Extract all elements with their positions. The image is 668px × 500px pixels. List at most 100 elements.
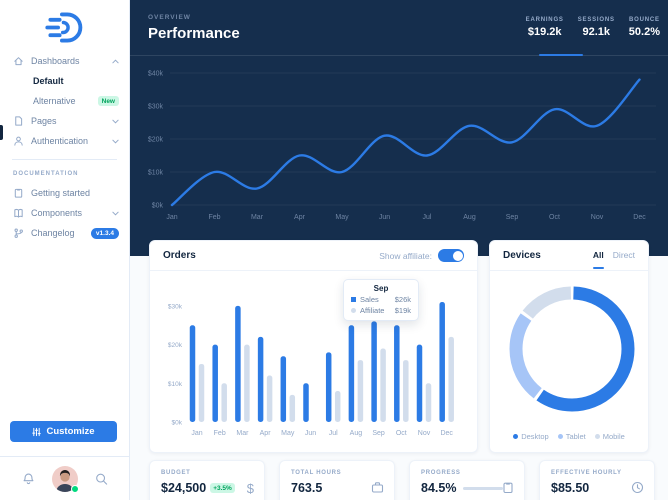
svg-text:Feb: Feb (214, 430, 226, 437)
customize-button[interactable]: Customize (10, 421, 117, 442)
tooltip-value: $19k (394, 306, 411, 315)
sales-swatch (351, 297, 356, 302)
online-status-dot (70, 484, 79, 493)
user-avatar[interactable] (51, 465, 79, 493)
performance-line-chart: $0k $10k $20k $30k $40k Jan Feb Mar Apr May Jun Jul… (148, 71, 656, 221)
search-icon[interactable] (95, 472, 108, 486)
svg-text:Jan: Jan (191, 430, 202, 437)
svg-text:$20k: $20k (168, 342, 183, 349)
svg-text:Apr: Apr (260, 430, 272, 437)
stat-tab-earnings[interactable]: EARNINGS $19.2k (526, 17, 564, 38)
sidebar-item-label: Default (33, 76, 64, 86)
devices-card-header: Devices All Direct (490, 241, 648, 271)
tab-direct[interactable]: Direct (612, 250, 635, 260)
briefcase-icon (371, 481, 384, 499)
svg-text:Jul: Jul (423, 214, 432, 221)
total-hours-card: TOTAL HOURS 763.5 (279, 460, 395, 500)
sidebar-item-label: Alternative (33, 96, 76, 106)
tooltip-row-affiliate: Affiliate $19k (351, 306, 411, 315)
user-icon (14, 136, 23, 146)
svg-text:Feb: Feb (208, 214, 220, 221)
svg-text:Dec: Dec (633, 214, 646, 221)
svg-text:$30k: $30k (168, 303, 183, 310)
clipboard-icon (14, 188, 23, 198)
svg-text:Mar: Mar (251, 214, 264, 221)
orders-title: Orders (163, 250, 196, 261)
page-title: Performance (148, 25, 240, 42)
sidebar-divider (12, 159, 117, 160)
svg-text:$30k: $30k (148, 104, 164, 111)
overview-label: OVERVIEW (148, 14, 191, 21)
sidebar-item-label: Dashboards (31, 56, 80, 66)
panel-header: OVERVIEW Performance EARNINGS $19.2k SES… (130, 0, 668, 56)
svg-text:$20k: $20k (148, 137, 164, 144)
budget-change-badge: +3.5% (210, 483, 235, 493)
active-nav-indicator (0, 125, 3, 140)
stat-value: 50.2% (628, 26, 660, 38)
main-content: OVERVIEW Performance EARNINGS $19.2k SES… (130, 0, 668, 500)
svg-text:Nov: Nov (591, 214, 604, 221)
legend-mobile: Mobile (594, 432, 625, 441)
kpi-label: BUDGET (161, 470, 191, 476)
tab-all[interactable]: All (592, 250, 604, 269)
svg-text:Jul: Jul (329, 430, 338, 437)
chevron-down-icon (112, 139, 119, 144)
sidebar-footer (0, 456, 130, 500)
svg-text:Jun: Jun (305, 430, 316, 437)
legend-tablet: Tablet (557, 432, 586, 441)
stat-label: EARNINGS (525, 17, 564, 23)
svg-text:Jan: Jan (166, 214, 177, 221)
stat-label: SESSIONS (577, 17, 615, 23)
svg-text:Nov: Nov (418, 430, 431, 437)
stat-value: $19.2k (527, 26, 562, 38)
kpi-value: 84.5% (421, 481, 457, 495)
customize-label: Customize (46, 426, 95, 437)
sidebar-item-getting-started[interactable]: Getting started (0, 183, 129, 203)
performance-panel: OVERVIEW Performance EARNINGS $19.2k SES… (130, 0, 668, 256)
tooltip-label: Affiliate (360, 306, 385, 315)
affiliate-swatch (351, 308, 356, 313)
svg-text:Sep: Sep (372, 430, 385, 437)
sidebar-item-changelog[interactable]: Changelog v1.3.4 (0, 223, 129, 243)
svg-text:Aug: Aug (463, 214, 476, 221)
svg-text:$0k: $0k (172, 420, 183, 427)
sidebar-nav: Dashboards Default Alternative New Pages… (0, 51, 129, 243)
orders-bar-chart: $0k $10k $20k $30k Jan Feb Mar Apr May Jun Jul Aug S… (168, 302, 454, 437)
sidebar-item-label: Changelog (31, 228, 75, 238)
chevron-up-icon (112, 58, 119, 63)
dollar-icon: $ (246, 481, 254, 496)
kpi-label: EFFECTIVE HOURLY (551, 470, 622, 476)
book-icon (14, 209, 23, 218)
tooltip-value: $26k (394, 295, 411, 304)
sidebar: Dashboards Default Alternative New Pages… (0, 0, 130, 500)
show-affiliate-toggle[interactable] (438, 249, 464, 262)
stat-value: 92.1k (582, 26, 611, 38)
svg-text:Dec: Dec (440, 430, 453, 437)
sidebar-item-label: Components (31, 208, 83, 218)
devices-tabs: All Direct (592, 246, 635, 269)
clipboard-check-icon (502, 481, 514, 499)
kpi-label: TOTAL HOURS (291, 470, 342, 476)
new-badge: New (97, 96, 119, 106)
stat-tab-bounce[interactable]: BOUNCE 50.2% (629, 17, 660, 38)
sidebar-item-dashboards[interactable]: Dashboards (0, 51, 129, 71)
stat-tab-sessions[interactable]: SESSIONS 92.1k (578, 17, 615, 38)
sidebar-item-authentication[interactable]: Authentication (0, 131, 129, 151)
devices-donut-chart (509, 286, 635, 412)
sidebar-item-alternative[interactable]: Alternative New (0, 91, 129, 111)
kpi-value: 763.5 (291, 481, 323, 495)
sidebar-item-components[interactable]: Components (0, 203, 129, 223)
bell-icon[interactable] (22, 472, 35, 486)
kpi-label: PROGRESS (421, 470, 461, 476)
sidebar-item-default[interactable]: Default (0, 71, 129, 91)
svg-text:Sep: Sep (506, 214, 519, 221)
home-icon (14, 57, 23, 66)
app-logo[interactable] (0, 0, 129, 51)
svg-text:May: May (335, 214, 349, 221)
show-affiliate-label: Show affiliate: (379, 250, 432, 261)
tooltip-month: Sep (373, 284, 389, 293)
documentation-section-label: DOCUMENTATION (13, 171, 79, 177)
svg-text:Oct: Oct (396, 430, 407, 437)
sidebar-item-pages[interactable]: Pages (0, 111, 129, 131)
